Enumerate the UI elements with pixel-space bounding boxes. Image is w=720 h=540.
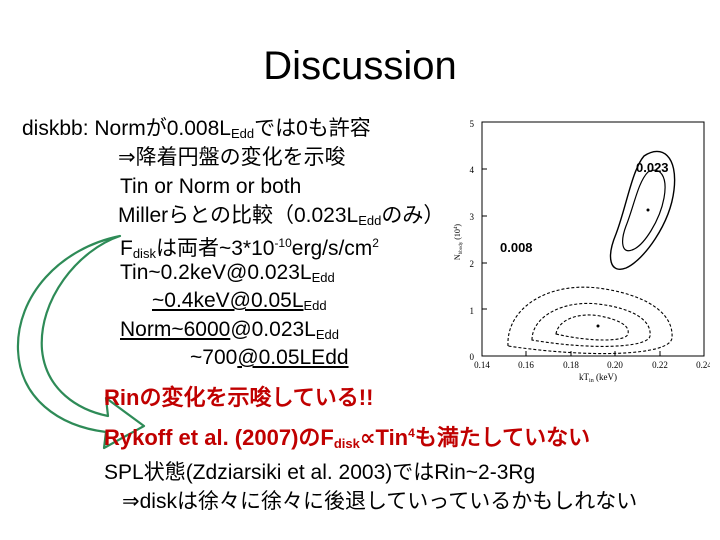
text: のみ） [381,204,445,227]
y-tick-label: 3 [470,212,475,222]
diskbb-norm-line: diskbb: Normが0.008LEddでは0も許容 [22,117,371,146]
spl-state-line: SPL状態(Zdziarsiki et al. 2003)ではRin~2-3Rg [104,461,536,484]
subscript: in [589,378,594,384]
text: ∝Tin [359,425,409,450]
contour-0023-outer [609,150,676,270]
y-tick-label: 2 [470,259,475,269]
disk-recede-line: ⇒diskは徐々に徐々に後退していっているかもしれない [122,490,638,513]
tin-05-line: ~0.4keV@0.05LEdd [152,289,327,318]
subscript: Edd [230,126,255,141]
text: ~0.4keV@0.05L [152,289,304,312]
text: @0.05LEdd [237,346,349,369]
text: @0.023L [230,318,316,341]
subscript: Edd [311,270,335,285]
text: Tin~0.2keV@0.023L [120,261,312,284]
plot-frame [481,121,705,357]
x-tick-label: 0.16 [518,360,534,370]
text: N [453,254,462,260]
text: diskbb: Normが0.008L [22,117,231,140]
tin-023-line: Tin~0.2keV@0.023LEdd [120,261,335,290]
contour-0008-inner [555,314,629,341]
y-tick-label: 1 [470,306,475,316]
text: では0も許容 [254,117,371,140]
conclusion-rykoff-line: Rykoff et al. (2007)のFdisk∝Tin4も満たしていない [104,420,590,452]
y-ticks: 0 1 2 3 4 5 [470,119,487,362]
text: Millerらとの比較（0.023L [118,204,359,227]
text: は両者~3*10 [155,237,275,260]
subscript: Edd [303,298,327,313]
miller-comparison-line: Millerらとの比較（0.023LEddのみ） [118,204,444,233]
x-axis-label: kTin (keV) [579,372,617,384]
x-tick-label: 0.24 [696,360,710,370]
subscript: Edd [358,213,382,228]
subscript: bbody [459,241,464,254]
text: Rykoff et al. (2007)のF [104,425,334,450]
text: ~700 [190,346,238,369]
text: も満たしていない [414,425,591,450]
contour-0023-inner [622,169,666,252]
superscript: 2 [372,236,379,250]
fdisk-line: Fdiskは両者~3*10-10erg/s/cm2 [120,231,379,266]
label-0023: 0.023 [636,160,669,175]
superscript: 4 [454,226,459,229]
contour-plot: 0 1 2 3 4 5 0.14 0.16 0.18 0.20 0.22 0.2… [453,119,710,384]
subscript: Edd [315,327,340,342]
x-tick-label: 0.18 [563,360,579,370]
y-tick-label: 0 [470,352,475,362]
best-fit-point [596,324,600,328]
text: kT [579,372,590,382]
subscript: disk [132,246,156,261]
norm-023-line: Norm~6000@0.023LEdd [120,318,339,347]
y-axis-label: Nbbody (104) [453,224,464,260]
text: erg/s/cm [291,237,373,260]
contour-0008-outer [507,286,673,355]
conclusion-rin-line: Rinの変化を示唆している!! [104,385,374,410]
superscript: 4 [408,426,415,440]
curved-arrow-icon [16,234,146,450]
superscript: -10 [274,236,292,250]
norm-05-line: ~700@0.05LEdd [190,346,349,370]
page-title: Discussion [263,44,457,88]
x-ticks: 0.14 0.16 0.18 0.20 0.22 0.24 [474,351,710,370]
y-tick-label: 5 [470,119,475,129]
disk-change-line: ⇒降着円盤の変化を示唆 [118,146,346,169]
y-tick-label: 4 [470,165,475,175]
x-tick-label: 0.20 [607,360,623,370]
x-tick-label: 0.14 [474,360,490,370]
tin-norm-line: Tin or Norm or both [120,175,302,198]
best-fit-point [646,208,650,212]
text: Norm~6000 [120,318,231,341]
text: (keV) [594,372,617,382]
subscript: disk [333,436,360,451]
x-tick-label: 0.22 [652,360,668,370]
text: F [120,237,133,260]
text: (10 [453,229,462,242]
text: ) [453,224,462,227]
contour-0008-mid [531,302,651,347]
label-0008: 0.008 [500,240,533,255]
